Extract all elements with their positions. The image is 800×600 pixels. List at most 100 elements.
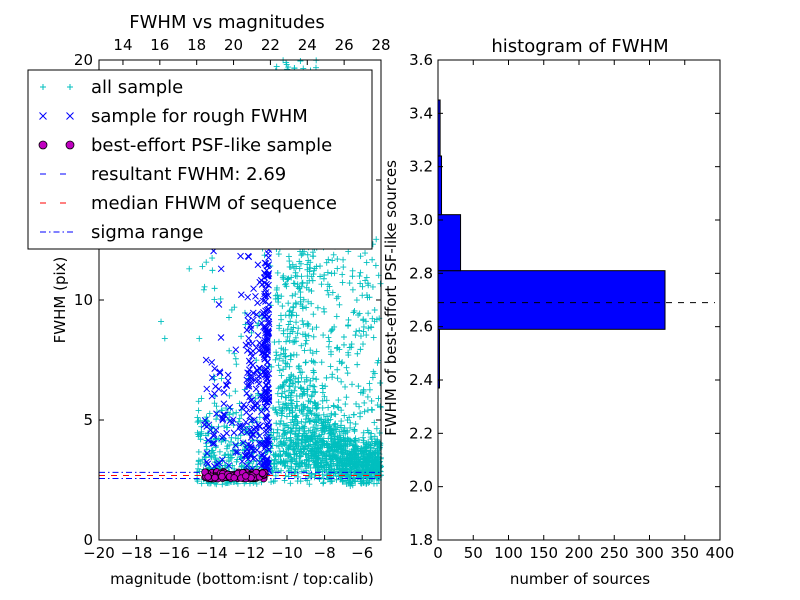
all-sample-point: [212, 442, 219, 449]
all-sample-point: [363, 259, 370, 266]
all-sample-point: [345, 349, 352, 356]
all-sample-point: [311, 383, 318, 390]
all-sample-point: [294, 436, 301, 443]
rough-sample-point: [248, 445, 255, 453]
all-sample-point: [353, 462, 360, 469]
all-sample-point: [217, 295, 224, 302]
rough-sample-point: [247, 321, 254, 329]
all-sample-point: [211, 285, 218, 292]
all-sample-point: [327, 351, 334, 358]
all-sample-point: [291, 280, 298, 287]
all-sample-point: [362, 250, 369, 257]
rough-sample-point: [218, 434, 226, 442]
all-sample-point: [335, 397, 342, 404]
all-sample-point: [360, 434, 367, 441]
all-sample-point: [283, 338, 290, 345]
all-sample-point: [290, 339, 297, 346]
all-sample-point: [221, 462, 228, 469]
all-sample-point: [356, 403, 363, 410]
all-sample-point: [323, 458, 330, 465]
all-sample-point: [334, 442, 341, 449]
legend-label: sigma range: [91, 222, 203, 243]
all-sample-point: [305, 321, 312, 328]
all-sample-point: [328, 438, 335, 445]
all-sample-point: [282, 378, 289, 385]
rough-sample-point: [244, 382, 251, 390]
all-sample-point: [318, 449, 325, 456]
all-sample-point: [315, 460, 322, 467]
all-sample-point: [289, 380, 296, 387]
all-sample-point: [365, 429, 372, 436]
all-sample-point: [307, 398, 314, 405]
all-sample-point: [360, 439, 367, 446]
all-sample-point: [313, 348, 320, 355]
all-sample-point: [293, 263, 300, 270]
rough-sample-point: [208, 359, 216, 366]
all-sample-point: [161, 335, 168, 342]
legend-marker-circle: [65, 140, 75, 150]
all-sample-point: [272, 406, 279, 413]
all-sample-point: [342, 441, 349, 448]
histogram-y-tick-label: 3.6: [409, 51, 433, 69]
all-sample-point: [344, 370, 351, 377]
all-sample-point: [275, 399, 282, 406]
all-sample-point: [229, 462, 236, 469]
rough-sample-point: [259, 396, 266, 403]
all-sample-point: [271, 436, 278, 443]
rough-sample-point: [258, 349, 266, 357]
all-sample-point: [314, 444, 321, 451]
legend-entry: resultant FWHM: 2.69: [40, 164, 286, 185]
all-sample-point: [276, 421, 283, 428]
all-sample-point: [349, 286, 356, 293]
all-sample-point: [273, 349, 280, 356]
all-sample-point: [218, 375, 225, 382]
all-sample-point: [323, 397, 330, 404]
all-sample-point: [328, 431, 335, 438]
rough-sample-points: [200, 214, 273, 477]
all-sample-point: [281, 427, 288, 434]
all-sample-point: [283, 442, 290, 449]
all-sample-point: [235, 435, 242, 442]
all-sample-point: [290, 380, 297, 387]
all-sample-point: [300, 468, 307, 475]
legend-entry: sample for rough FWHM: [39, 106, 308, 127]
all-sample-point: [310, 383, 317, 390]
all-sample-point: [303, 461, 310, 468]
all-sample-point: [271, 339, 278, 346]
all-sample-point: [317, 273, 324, 280]
histogram-title: histogram of FWHM: [491, 36, 668, 57]
all-sample-point: [365, 464, 372, 471]
all-sample-point: [195, 448, 202, 455]
legend-label: median FHWM of sequence: [91, 193, 337, 214]
all-sample-point: [283, 59, 290, 66]
all-sample-point: [197, 432, 204, 439]
all-sample-point: [366, 380, 373, 387]
all-sample-point: [298, 252, 305, 259]
all-sample-point: [286, 307, 293, 314]
all-sample-point: [297, 463, 304, 470]
all-sample-point: [286, 337, 293, 344]
all-sample-point: [294, 273, 301, 280]
all-sample-point: [328, 270, 335, 277]
rough-sample-point: [263, 311, 271, 319]
rough-sample-point: [254, 261, 262, 269]
histogram-y-tick-label: 1.8: [409, 531, 433, 549]
rough-sample-point: [261, 403, 269, 411]
rough-sample-point: [243, 389, 251, 397]
fwhm-lines: [99, 471, 381, 480]
histogram-bar: [437, 270, 666, 330]
all-sample-point: [272, 356, 279, 363]
all-sample-point: [308, 471, 315, 478]
rough-sample-point: [237, 252, 244, 260]
rough-sample-point: [258, 462, 265, 470]
all-sample-point: [194, 414, 201, 421]
all-sample-point: [309, 375, 316, 382]
all-sample-point: [314, 304, 321, 311]
all-sample-point: [318, 441, 325, 448]
all-sample-point: [362, 318, 369, 325]
all-sample-point: [253, 480, 260, 487]
histogram-y-tick-label: 2.0: [409, 478, 433, 496]
all-sample-point: [227, 438, 234, 445]
all-sample-point: [370, 480, 377, 487]
all-sample-point: [347, 456, 354, 463]
